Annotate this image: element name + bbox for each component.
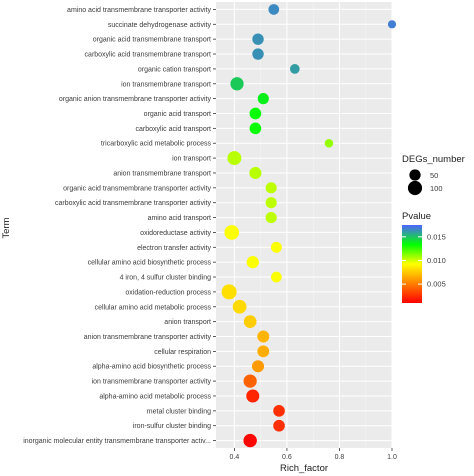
colorbar-tick-label: 0.005 <box>427 280 446 289</box>
size-legend-dot-small <box>409 169 421 181</box>
data-points <box>221 4 397 448</box>
y-tick-label: oxidation-reduction process <box>125 289 211 296</box>
data-point <box>243 433 257 448</box>
plot-panel <box>216 2 392 448</box>
y-axis-title: Term <box>1 217 12 238</box>
data-point <box>224 225 240 240</box>
data-point <box>268 4 280 15</box>
data-point <box>289 64 300 74</box>
x-tick-label: 1.0 <box>387 454 397 461</box>
x-axis-ticks: 0.4 0.6 0.8 1.0 <box>230 448 397 461</box>
data-point <box>271 271 282 283</box>
data-point <box>265 211 277 224</box>
size-legend-label-small: 50 <box>430 171 438 180</box>
color-legend: Pvalue 0.015 0.010 0.005 <box>402 211 446 303</box>
data-point <box>249 166 262 180</box>
y-tick-label: carboxylic acid transmembrane transporte… <box>55 200 212 207</box>
grid-lines <box>216 2 393 448</box>
y-tick-label: tricarboxylic acid metabolic process <box>101 141 212 148</box>
y-tick-label: carboxylic acid transmembrane transport <box>85 52 211 59</box>
y-tick-label: inorganic molecular entity transmembrane… <box>23 438 211 445</box>
x-tick-label: 0.8 <box>335 454 345 461</box>
data-point <box>252 48 264 60</box>
size-legend-label-large: 100 <box>430 184 443 193</box>
y-tick-label: alpha-amino acid biosynthetic process <box>92 364 211 371</box>
y-tick-label: cellular amino acid biosynthetic process <box>88 260 212 267</box>
y-tick-label: oxidoreductase activity <box>140 230 211 237</box>
data-point <box>387 20 397 29</box>
y-tick-label: 4 iron, 4 sulfur cluster binding <box>120 275 212 282</box>
y-axis-ticks: amino acid transmembrane transporter act… <box>23 7 216 445</box>
data-point <box>227 151 242 166</box>
x-tick-label: 0.6 <box>282 454 292 461</box>
y-tick-label: metal cluster binding <box>147 408 211 415</box>
x-axis-title: Rich_factor <box>280 463 328 474</box>
data-point <box>243 315 257 328</box>
colorbar-tick-label: 0.010 <box>427 256 446 265</box>
y-tick-label: organic acid transport <box>144 111 211 118</box>
y-tick-label: amino acid transport <box>148 215 211 222</box>
data-point <box>270 241 282 253</box>
y-tick-label: organic cation transport <box>138 66 211 73</box>
colorbar-ticks: 0.015 0.010 0.005 <box>402 232 446 289</box>
data-point <box>246 256 259 269</box>
x-tick-label: 0.4 <box>230 454 240 461</box>
data-point <box>257 93 269 105</box>
size-legend-title: DEGs_number <box>402 154 465 165</box>
colorbar-tick-label: 0.015 <box>427 232 446 241</box>
color-legend-title: Pvalue <box>402 211 431 222</box>
data-point <box>249 107 262 120</box>
data-point <box>257 330 270 343</box>
data-point <box>273 405 285 417</box>
y-tick-label: electron transfer activity <box>137 245 211 252</box>
data-point <box>232 299 247 314</box>
y-tick-label: ion transmembrane transporter activity <box>92 379 212 386</box>
y-tick-label: iron-sulfur cluster binding <box>133 423 211 430</box>
data-point <box>246 389 260 403</box>
y-tick-label: amino acid transmembrane transporter act… <box>67 7 211 14</box>
color-legend-colorbar <box>402 225 422 303</box>
data-point <box>230 77 244 91</box>
data-point <box>273 419 285 432</box>
y-tick-label: anion transmembrane transport <box>113 170 211 177</box>
y-tick-label: cellular respiration <box>154 349 211 356</box>
y-tick-label: organic anion transmembrane transporter … <box>59 96 212 103</box>
size-legend-dot-large <box>407 180 423 196</box>
data-point <box>221 284 237 300</box>
data-point <box>251 360 265 373</box>
data-point <box>249 122 262 135</box>
data-point <box>265 182 277 194</box>
y-tick-label: carboxylic acid transport <box>136 126 212 133</box>
y-tick-label: anion transport <box>164 319 211 326</box>
data-point <box>257 345 270 358</box>
y-tick-label: alpha-amino acid metabolic process <box>99 393 211 400</box>
size-legend: DEGs_number 50 100 <box>402 154 465 196</box>
data-point <box>243 374 257 388</box>
data-point <box>265 197 277 209</box>
data-point <box>324 138 334 148</box>
y-tick-label: organic acid transmembrane transporter a… <box>63 185 211 192</box>
y-tick-label: ion transmembrane transport <box>121 81 211 88</box>
data-point <box>252 33 264 45</box>
y-tick-label: succinate dehydrogenase activity <box>108 22 212 29</box>
y-tick-label: anion transmembrane transporter activity <box>84 334 212 341</box>
y-tick-label: organic acid transmembrane transport <box>93 37 211 44</box>
y-tick-label: cellular amino acid metabolic process <box>95 304 212 311</box>
y-tick-label: ion transport <box>172 156 211 163</box>
